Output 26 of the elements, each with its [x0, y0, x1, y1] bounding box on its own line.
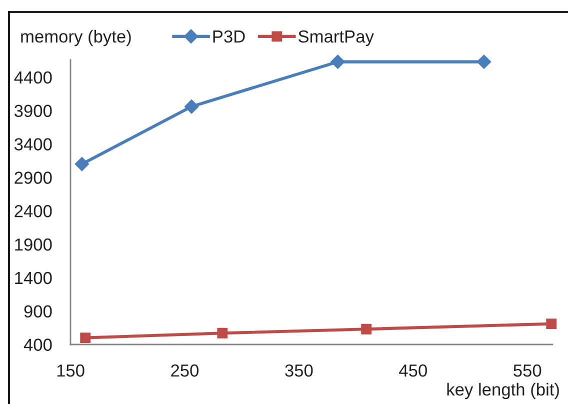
point [217, 328, 228, 338]
x-tick-label: 450 [399, 364, 427, 377]
point [546, 318, 557, 329]
legend-label: SmartPay [298, 30, 374, 46]
y-axis-title: memory (byte) [21, 30, 131, 46]
y-tick-label: 2900 [14, 172, 52, 184]
x-tick-label: 550 [514, 364, 542, 377]
x-tick-label: 350 [285, 364, 313, 377]
legend-label: P3D [213, 30, 245, 43]
y-tick-label: 900 [24, 305, 52, 318]
y-tick-label: 1400 [15, 272, 52, 284]
y-tick-label: 1900 [15, 238, 52, 251]
point [74, 156, 89, 172]
point [184, 100, 199, 114]
point [361, 324, 372, 334]
point [476, 54, 492, 69]
y-tick-label: 3900 [14, 104, 52, 118]
y-tick-label: 3400 [14, 138, 52, 150]
point [330, 54, 345, 69]
y-tick-label: 400 [24, 338, 52, 351]
x-axis-title: key length (bit) [447, 382, 559, 400]
x-tick-label: 150 [57, 364, 84, 377]
x-tick-label: 250 [171, 364, 199, 377]
point [80, 332, 91, 344]
y-tick-label: 4400 [14, 71, 52, 84]
y-tick-label: 2400 [14, 205, 52, 218]
